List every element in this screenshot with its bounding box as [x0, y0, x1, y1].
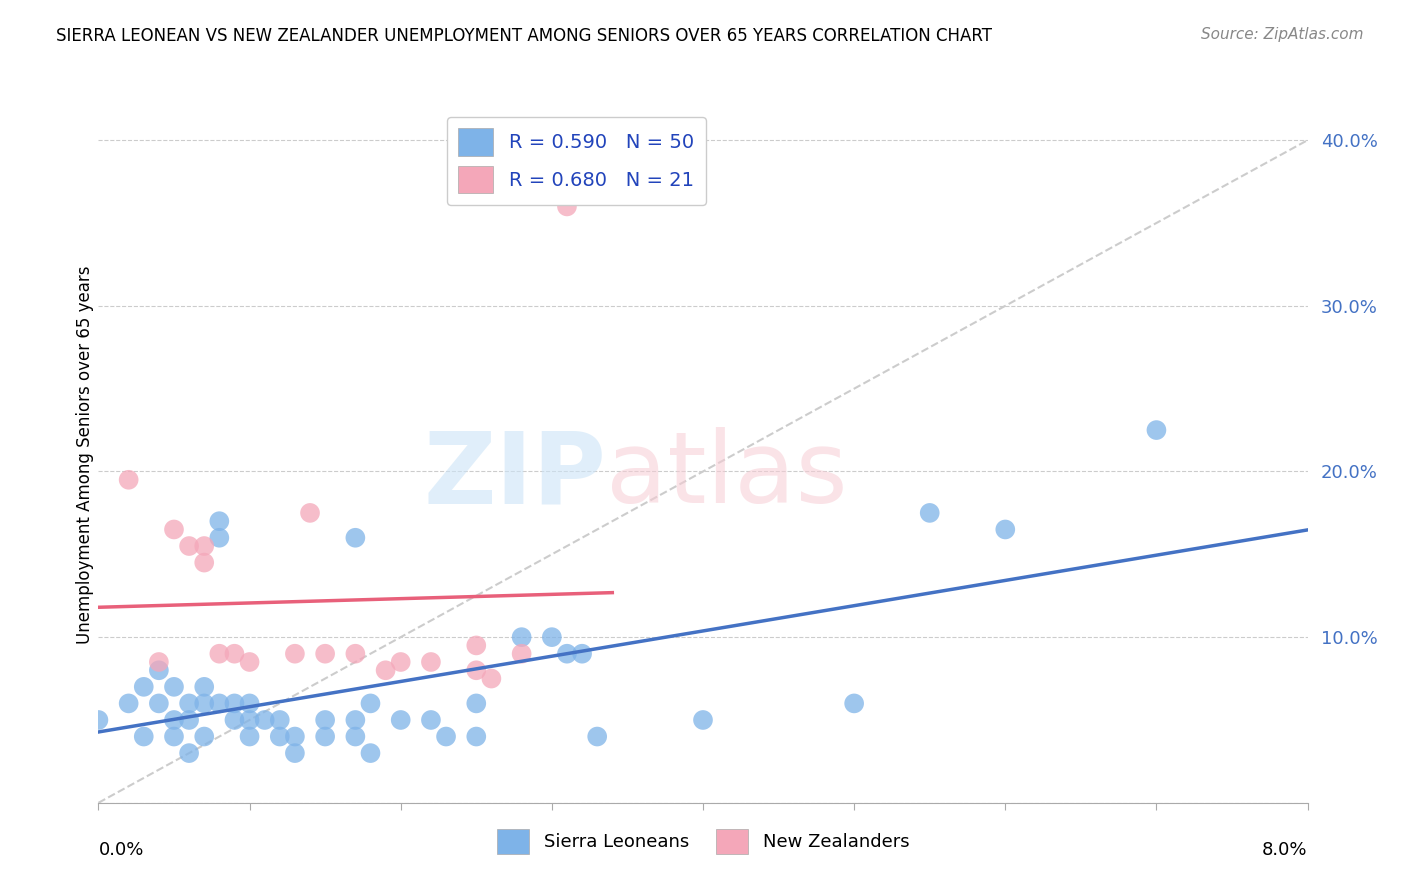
Point [465, 639, 488, 653]
Point [479, 672, 503, 686]
Point [239, 655, 262, 669]
Point [994, 523, 1017, 537]
Point [148, 697, 170, 711]
Point [284, 647, 307, 661]
Text: ZIP: ZIP [423, 427, 606, 524]
Point [224, 713, 246, 727]
Point [163, 730, 186, 744]
Point [179, 539, 201, 553]
Point [163, 523, 186, 537]
Point [87, 713, 110, 727]
Point [692, 713, 714, 727]
Point [163, 680, 186, 694]
Point [465, 697, 488, 711]
Point [344, 730, 367, 744]
Point [239, 713, 262, 727]
Point [344, 713, 367, 727]
Point [389, 713, 412, 727]
Point [465, 663, 488, 677]
Point [208, 697, 231, 711]
Point [359, 746, 381, 760]
Point [193, 556, 215, 570]
Point [359, 697, 381, 711]
Point [148, 655, 170, 669]
Point [510, 630, 533, 644]
Point [208, 514, 231, 528]
Point [179, 713, 201, 727]
Point [239, 730, 262, 744]
Point [299, 506, 322, 520]
Point [118, 473, 141, 487]
Point [344, 531, 367, 545]
Text: 8.0%: 8.0% [1263, 841, 1308, 859]
Point [193, 730, 215, 744]
Point [224, 647, 246, 661]
Text: 0.0%: 0.0% [98, 841, 143, 859]
Point [540, 630, 562, 644]
Point [208, 531, 231, 545]
Point [314, 713, 336, 727]
Point [555, 199, 578, 213]
Point [344, 647, 367, 661]
Point [389, 655, 412, 669]
Point [419, 655, 441, 669]
Point [179, 697, 201, 711]
Point [314, 647, 336, 661]
Point [284, 730, 307, 744]
Point [253, 713, 276, 727]
Legend: Sierra Leoneans, New Zealanders: Sierra Leoneans, New Zealanders [488, 820, 918, 863]
Point [844, 697, 866, 711]
Point [314, 730, 336, 744]
Point [586, 730, 609, 744]
Point [555, 647, 578, 661]
Point [118, 697, 141, 711]
Point [1144, 423, 1167, 437]
Point [465, 730, 488, 744]
Point [208, 647, 231, 661]
Text: SIERRA LEONEAN VS NEW ZEALANDER UNEMPLOYMENT AMONG SENIORS OVER 65 YEARS CORRELA: SIERRA LEONEAN VS NEW ZEALANDER UNEMPLOY… [56, 27, 993, 45]
Point [239, 697, 262, 711]
Point [193, 697, 215, 711]
Point [918, 506, 941, 520]
Point [434, 730, 457, 744]
Point [269, 730, 291, 744]
Point [148, 663, 170, 677]
Point [193, 539, 215, 553]
Point [269, 713, 291, 727]
Point [224, 697, 246, 711]
Point [510, 647, 533, 661]
Point [132, 730, 155, 744]
Point [132, 680, 155, 694]
Point [374, 663, 396, 677]
Text: Source: ZipAtlas.com: Source: ZipAtlas.com [1201, 27, 1364, 42]
Y-axis label: Unemployment Among Seniors over 65 years: Unemployment Among Seniors over 65 years [76, 266, 94, 644]
Point [179, 746, 201, 760]
Point [163, 713, 186, 727]
Point [571, 647, 593, 661]
Text: atlas: atlas [606, 427, 848, 524]
Point [419, 713, 441, 727]
Point [284, 746, 307, 760]
Point [193, 680, 215, 694]
